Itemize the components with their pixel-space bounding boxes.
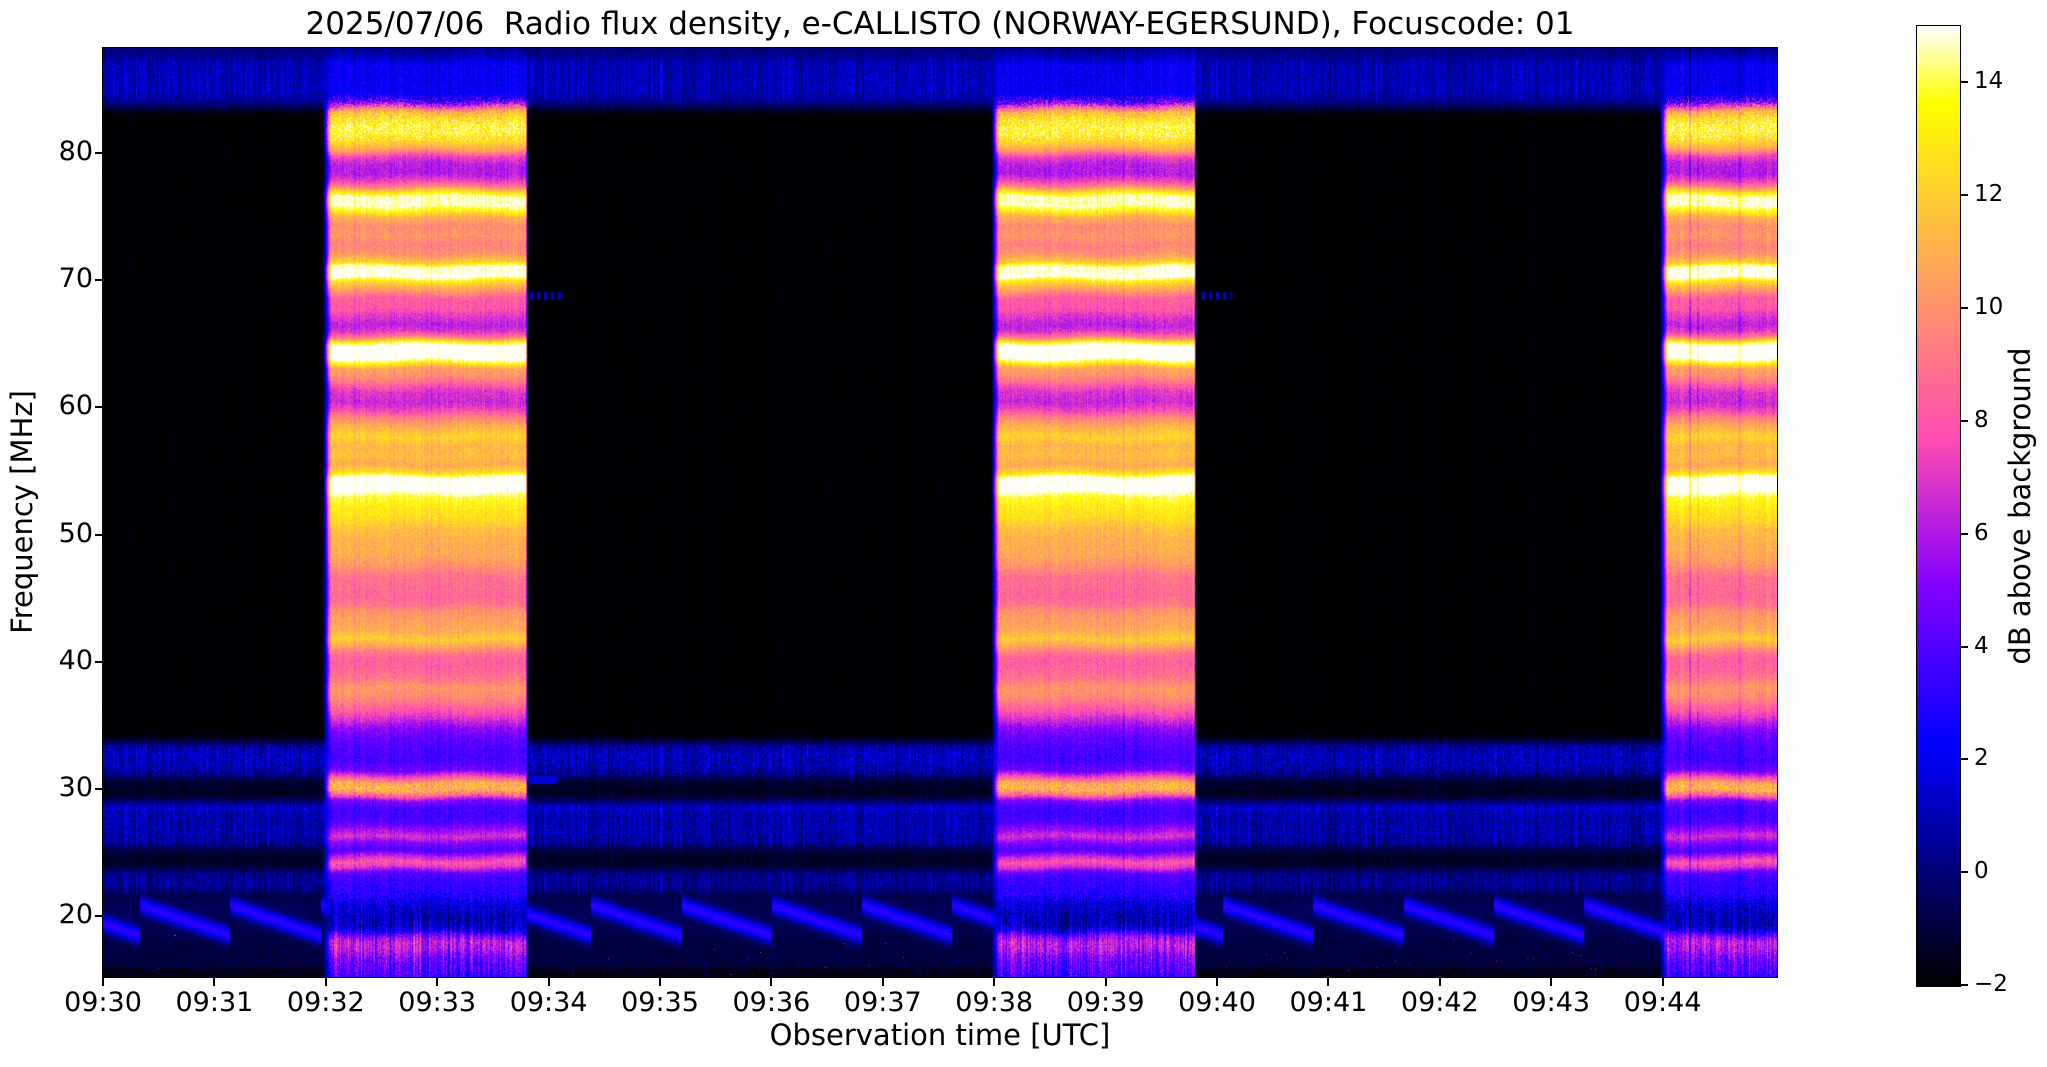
x-tick-label: 09:32 xyxy=(286,987,365,1018)
x-tick-label: 09:39 xyxy=(1066,987,1145,1018)
x-tick-label: 09:30 xyxy=(64,987,142,1018)
x-tick-label: 09:44 xyxy=(1623,987,1702,1018)
colorbar-tick-mark xyxy=(1960,871,1968,874)
plot-frame xyxy=(102,47,1778,978)
y-tick-mark xyxy=(95,915,103,918)
colorbar-frame xyxy=(1916,25,1961,987)
y-tick-label: 30 xyxy=(58,772,93,803)
x-tick-mark xyxy=(1327,978,1330,986)
x-tick-label: 09:35 xyxy=(621,987,699,1018)
x-tick-label: 09:37 xyxy=(843,987,922,1018)
y-tick-label: 40 xyxy=(58,644,93,676)
colorbar-tick-mark xyxy=(1960,81,1968,84)
x-tick-mark xyxy=(993,978,996,986)
x-tick-label: 09:38 xyxy=(955,987,1034,1018)
y-tick-label: 50 xyxy=(58,517,93,549)
colorbar-tick-mark xyxy=(1960,984,1968,986)
colorbar-tick-mark xyxy=(1960,307,1968,310)
colorbar-tick-label: −2 xyxy=(1974,971,2008,997)
x-tick-label: 09:41 xyxy=(1289,987,1368,1018)
colorbar-tick-mark xyxy=(1960,419,1968,422)
y-tick-mark xyxy=(95,406,103,409)
x-tick-mark xyxy=(659,978,661,986)
colorbar-tick-mark xyxy=(1960,645,1968,648)
colorbar-tick-mark xyxy=(1960,194,1968,197)
colorbar-tick-label: 8 xyxy=(1974,406,1989,433)
y-tick-mark xyxy=(95,660,103,663)
x-tick-mark xyxy=(102,978,104,986)
y-tick-mark xyxy=(95,279,103,282)
x-tick-label: 09:36 xyxy=(732,987,811,1018)
x-tick-label: 09:40 xyxy=(1178,987,1256,1018)
x-tick-label: 09:31 xyxy=(175,987,254,1018)
x-tick-mark xyxy=(1104,978,1107,986)
colorbar-tick-mark xyxy=(1960,758,1968,761)
y-tick-mark xyxy=(95,151,103,154)
x-tick-mark xyxy=(1216,978,1218,986)
x-tick-mark xyxy=(770,978,773,986)
x-tick-label: 09:34 xyxy=(509,987,588,1018)
colorbar-tick-mark xyxy=(1960,532,1968,535)
y-tick-label: 60 xyxy=(58,390,93,422)
y-tick-mark xyxy=(95,533,103,536)
colorbar-label: dB above background xyxy=(2003,347,2037,665)
x-tick-label: 09:43 xyxy=(1512,987,1591,1018)
x-tick-mark xyxy=(436,978,439,986)
y-tick-label: 20 xyxy=(58,899,93,931)
x-tick-mark xyxy=(1550,978,1553,986)
colorbar-gradient xyxy=(1917,26,1960,986)
x-tick-label: 09:33 xyxy=(398,987,477,1018)
colorbar-tick-label: 12 xyxy=(1974,181,2004,208)
y-tick-label: 80 xyxy=(58,135,93,167)
x-tick-mark xyxy=(881,978,884,986)
spectrogram-heatmap xyxy=(103,48,1777,977)
colorbar-tick-label: 10 xyxy=(1974,294,2004,321)
colorbar-tick-label: 2 xyxy=(1974,745,1989,772)
x-tick-mark xyxy=(1661,978,1664,986)
colorbar-tick-label: 0 xyxy=(1974,858,1989,885)
x-tick-mark xyxy=(547,978,550,986)
x-tick-label: 09:42 xyxy=(1400,987,1479,1018)
chart-title: 2025/07/06 Radio flux density, e-CALLIST… xyxy=(305,6,1575,42)
y-tick-mark xyxy=(95,788,103,790)
y-tick-label: 70 xyxy=(58,263,93,295)
colorbar-tick-label: 6 xyxy=(1974,519,1989,546)
x-tick-mark xyxy=(324,978,327,986)
y-axis-label: Frequency [MHz] xyxy=(5,390,39,634)
x-axis-label: Observation time [UTC] xyxy=(769,1018,1111,1052)
x-tick-mark xyxy=(213,978,216,986)
colorbar-tick-label: 14 xyxy=(1974,68,2004,95)
colorbar-tick-label: 4 xyxy=(1974,632,1989,659)
x-tick-mark xyxy=(1438,978,1441,986)
